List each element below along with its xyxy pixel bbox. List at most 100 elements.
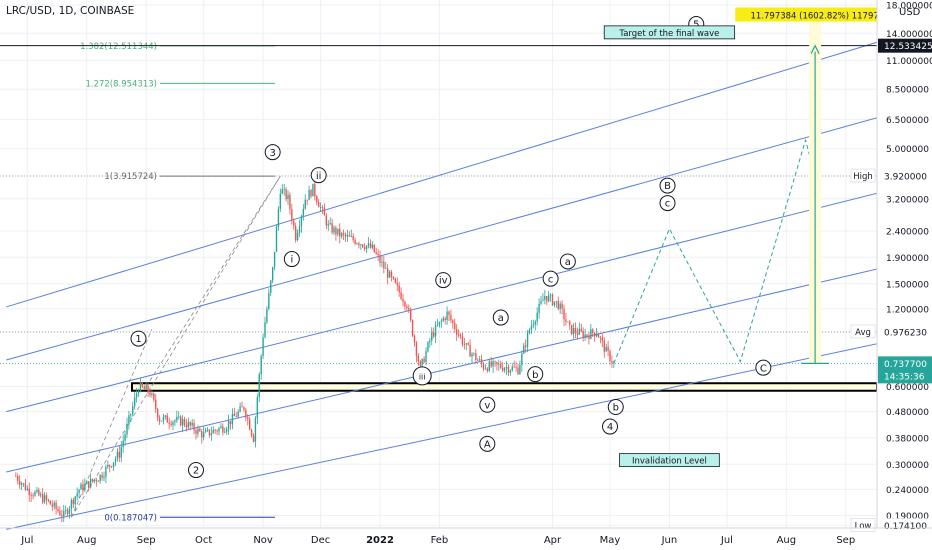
price-tick-label: 14.000000 — [886, 30, 932, 40]
wave-label-text: a — [498, 313, 504, 324]
wave-label-text: C — [760, 363, 767, 374]
candle-body — [264, 322, 266, 338]
candle-body — [241, 406, 243, 408]
wave-label-circle — [188, 462, 205, 479]
candle-body — [505, 367, 508, 369]
candle-body — [191, 422, 193, 426]
candle-body — [32, 495, 34, 497]
candle-body — [534, 321, 536, 325]
candle-body — [367, 243, 370, 246]
price-axis-bg — [877, 0, 932, 528]
candle-body — [158, 417, 161, 422]
candle-body — [503, 368, 506, 371]
candle-body — [155, 399, 157, 410]
price-tick-label: 11.000000 — [886, 57, 932, 67]
candle-body — [296, 232, 299, 241]
candle-body — [239, 406, 241, 412]
candle-body — [595, 334, 598, 337]
candle-body — [588, 335, 590, 339]
candle-body — [172, 421, 174, 425]
candle-body — [229, 420, 232, 425]
invalidation-zone — [131, 382, 878, 392]
candle-body — [415, 342, 418, 356]
candle-body — [245, 409, 247, 418]
candle-body — [179, 416, 182, 426]
candle-body — [501, 367, 504, 371]
projection — [613, 21, 830, 364]
candle-body — [185, 424, 188, 428]
candle-body — [26, 488, 29, 490]
candle-body — [549, 294, 552, 296]
candle-body — [597, 334, 600, 338]
wave-label-circle — [607, 399, 624, 416]
time-tick-label: Oct — [195, 535, 212, 546]
time-tick-label: Feb — [431, 535, 449, 546]
candle-body — [411, 320, 414, 336]
time-tick-label: Jul — [720, 535, 733, 546]
candle-body — [319, 206, 322, 208]
candle-body — [59, 511, 61, 515]
countdown-value: 14:35:36 — [884, 372, 925, 382]
candle-body — [122, 440, 124, 447]
candle-body — [400, 292, 402, 300]
avg-label-box — [850, 324, 876, 339]
candle-body — [181, 419, 184, 426]
candle-body — [128, 415, 130, 424]
candle-body — [576, 332, 579, 335]
wave-label-text: 3 — [269, 148, 275, 159]
wave-label-circle — [659, 177, 676, 194]
candle-body — [538, 303, 540, 313]
candle-body — [567, 321, 569, 323]
candle-body — [340, 233, 343, 237]
candle-body — [574, 328, 577, 333]
fib-label: 0(0.187047) — [104, 513, 157, 523]
candle-body — [450, 315, 452, 321]
candle-body — [457, 334, 460, 336]
candle-body — [112, 462, 115, 467]
candle-body — [256, 397, 259, 419]
candle-body — [471, 353, 473, 357]
candle-body — [565, 319, 567, 322]
candle-body — [139, 382, 142, 392]
candle-body — [233, 413, 236, 417]
candle-body — [126, 423, 128, 435]
candle-body — [352, 236, 354, 240]
candle-body — [408, 308, 410, 310]
candle-body — [273, 251, 276, 268]
candle-body — [344, 234, 347, 237]
candle-body — [409, 309, 412, 321]
currency-label: USD — [899, 7, 921, 18]
candle-body — [561, 303, 563, 309]
candle-body — [360, 244, 362, 246]
candle-body — [365, 245, 368, 249]
candle-body — [546, 296, 548, 302]
candle-body — [442, 318, 444, 321]
candle-body — [199, 428, 201, 432]
candle-body — [379, 255, 381, 263]
candle-body — [74, 496, 76, 505]
horizontal-lines — [0, 45, 877, 364]
candle-body — [66, 509, 69, 514]
candles — [15, 180, 615, 523]
wave-label-circle — [755, 359, 772, 376]
candle-body — [448, 311, 450, 316]
pitchfork-line — [71, 175, 281, 518]
candle-body — [160, 420, 163, 422]
candle-body — [381, 261, 383, 263]
candle-body — [151, 393, 153, 396]
candle-body — [369, 243, 372, 248]
candle-body — [601, 337, 604, 341]
candle-body — [346, 235, 349, 237]
candle-body — [557, 301, 559, 309]
candle-body — [143, 386, 145, 390]
candle-body — [260, 355, 262, 375]
candle-body — [201, 431, 203, 438]
candle-body — [61, 514, 63, 517]
candle-body — [492, 361, 494, 367]
candle-body — [124, 434, 126, 441]
channel-lines — [6, 34, 902, 530]
wave-label-text: v — [484, 400, 490, 411]
candle-body — [224, 431, 226, 433]
